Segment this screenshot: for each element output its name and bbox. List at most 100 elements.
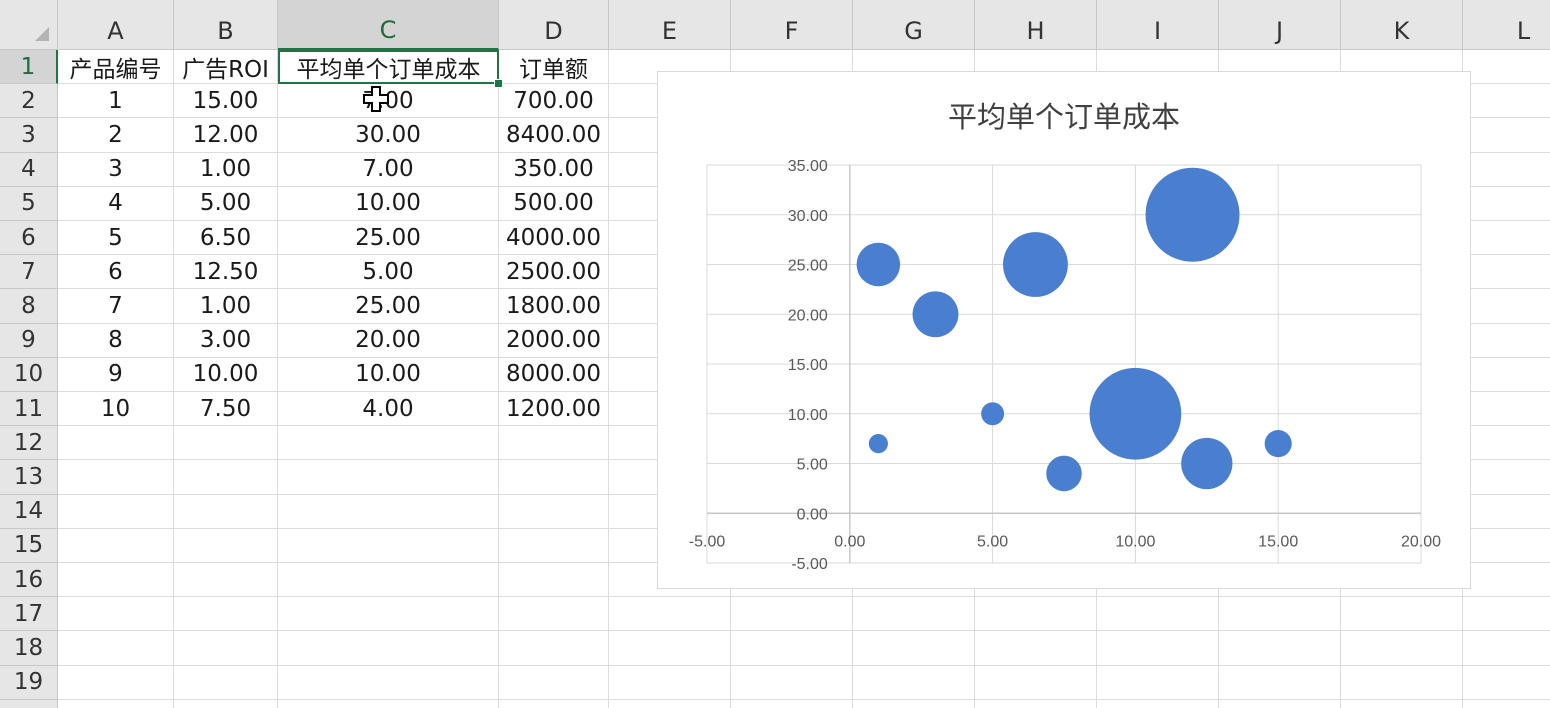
empty-cell[interactable] xyxy=(174,494,278,529)
empty-cell[interactable] xyxy=(1463,426,1550,461)
empty-cell[interactable] xyxy=(1463,153,1550,187)
row-header-12[interactable]: 12 xyxy=(0,426,58,461)
empty-cell[interactable] xyxy=(1463,50,1550,85)
data-cell[interactable]: 30.00 xyxy=(278,118,499,153)
column-header-f[interactable]: F xyxy=(731,0,853,50)
column-header-a[interactable]: A xyxy=(58,0,174,50)
data-cell[interactable]: 9 xyxy=(58,357,174,392)
empty-cell[interactable] xyxy=(1097,597,1219,632)
data-cell[interactable]: 1200.00 xyxy=(499,392,609,427)
data-cell[interactable]: 1 xyxy=(58,84,174,119)
empty-cell[interactable] xyxy=(278,699,499,708)
empty-cell[interactable] xyxy=(1463,187,1550,221)
empty-cell[interactable] xyxy=(1463,666,1550,700)
data-cell[interactable]: 5.00 xyxy=(278,255,499,290)
row-header-6[interactable]: 6 xyxy=(0,221,58,256)
data-cell[interactable]: 8000.00 xyxy=(499,357,609,392)
column-header-d[interactable]: D xyxy=(499,0,609,50)
data-cell[interactable]: 20.00 xyxy=(278,323,499,358)
empty-cell[interactable] xyxy=(1463,597,1550,632)
row-header-3[interactable]: 3 xyxy=(0,118,58,153)
row-header-5[interactable]: 5 xyxy=(0,186,58,221)
empty-cell[interactable] xyxy=(1097,699,1219,708)
empty-cell[interactable] xyxy=(1463,563,1550,598)
empty-cell[interactable] xyxy=(278,563,499,598)
column-header-e[interactable]: E xyxy=(609,0,731,50)
empty-cell[interactable] xyxy=(731,597,853,632)
empty-cell[interactable] xyxy=(58,597,174,632)
empty-cell[interactable] xyxy=(499,631,609,666)
data-cell[interactable]: 25.00 xyxy=(278,221,499,256)
data-cell[interactable]: 1800.00 xyxy=(499,289,609,324)
data-cell[interactable]: 6 xyxy=(58,255,174,290)
empty-cell[interactable] xyxy=(58,563,174,598)
empty-cell[interactable] xyxy=(58,699,174,708)
header-cell[interactable]: 订单额 xyxy=(499,50,609,85)
empty-cell[interactable] xyxy=(609,699,731,708)
row-header-11[interactable]: 11 xyxy=(0,392,58,427)
empty-cell[interactable] xyxy=(1341,631,1463,666)
empty-cell[interactable] xyxy=(1463,255,1550,290)
data-cell[interactable]: 10.00 xyxy=(174,357,278,392)
data-cell[interactable]: 5.00 xyxy=(174,186,278,221)
empty-cell[interactable] xyxy=(1463,392,1550,427)
column-header-g[interactable]: G xyxy=(853,0,975,50)
empty-cell[interactable] xyxy=(278,494,499,529)
empty-cell[interactable] xyxy=(975,665,1097,700)
empty-cell[interactable] xyxy=(174,597,278,632)
data-cell[interactable]: 2500.00 xyxy=(499,255,609,290)
empty-cell[interactable] xyxy=(58,631,174,666)
empty-cell[interactable] xyxy=(278,597,499,632)
empty-cell[interactable] xyxy=(174,563,278,598)
empty-cell[interactable] xyxy=(975,631,1097,666)
data-cell[interactable]: 3.00 xyxy=(174,323,278,358)
data-cell[interactable]: 2 xyxy=(58,118,174,153)
column-header-j[interactable]: J xyxy=(1219,0,1341,50)
row-header-15[interactable]: 15 xyxy=(0,528,58,563)
active-cell[interactable]: 平均单个订单成本 xyxy=(278,50,499,85)
data-cell[interactable]: 7.00 xyxy=(278,152,499,187)
empty-cell[interactable] xyxy=(1463,84,1550,119)
data-cell[interactable]: 8400.00 xyxy=(499,118,609,153)
empty-cell[interactable] xyxy=(58,460,174,495)
empty-cell[interactable] xyxy=(58,528,174,563)
empty-cell[interactable] xyxy=(1463,118,1550,153)
select-all-corner[interactable] xyxy=(0,0,58,50)
data-cell[interactable]: 7.50 xyxy=(174,392,278,427)
row-header-1[interactable]: 1 xyxy=(0,50,58,85)
data-cell[interactable]: 8 xyxy=(58,323,174,358)
empty-cell[interactable] xyxy=(853,665,975,700)
column-header-c[interactable]: C xyxy=(278,0,499,50)
empty-cell[interactable] xyxy=(975,597,1097,632)
empty-cell[interactable] xyxy=(174,631,278,666)
data-cell[interactable]: 4000.00 xyxy=(499,221,609,256)
empty-cell[interactable] xyxy=(1097,631,1219,666)
row-header-partial[interactable] xyxy=(0,699,58,708)
empty-cell[interactable] xyxy=(58,494,174,529)
row-header-13[interactable]: 13 xyxy=(0,460,58,495)
empty-cell[interactable] xyxy=(278,460,499,495)
row-header-14[interactable]: 14 xyxy=(0,494,58,529)
data-cell[interactable]: 10.00 xyxy=(278,357,499,392)
empty-cell[interactable] xyxy=(1463,460,1550,495)
empty-cell[interactable] xyxy=(174,699,278,708)
empty-cell[interactable] xyxy=(499,699,609,708)
empty-cell[interactable] xyxy=(731,665,853,700)
data-cell[interactable]: 10 xyxy=(58,392,174,427)
row-header-19[interactable]: 19 xyxy=(0,665,58,700)
header-cell[interactable]: 产品编号 xyxy=(58,50,174,85)
empty-cell[interactable] xyxy=(499,528,609,563)
empty-cell[interactable] xyxy=(499,597,609,632)
empty-cell[interactable] xyxy=(975,699,1097,708)
data-cell[interactable]: 25.00 xyxy=(278,289,499,324)
row-header-16[interactable]: 16 xyxy=(0,563,58,598)
row-header-18[interactable]: 18 xyxy=(0,631,58,666)
empty-cell[interactable] xyxy=(853,597,975,632)
data-cell[interactable]: 15.00 xyxy=(174,84,278,119)
column-header-i[interactable]: I xyxy=(1097,0,1219,50)
data-cell[interactable]: 5 xyxy=(58,221,174,256)
row-header-10[interactable]: 10 xyxy=(0,357,58,392)
empty-cell[interactable] xyxy=(1341,699,1463,708)
empty-cell[interactable] xyxy=(1097,665,1219,700)
row-header-8[interactable]: 8 xyxy=(0,289,58,324)
